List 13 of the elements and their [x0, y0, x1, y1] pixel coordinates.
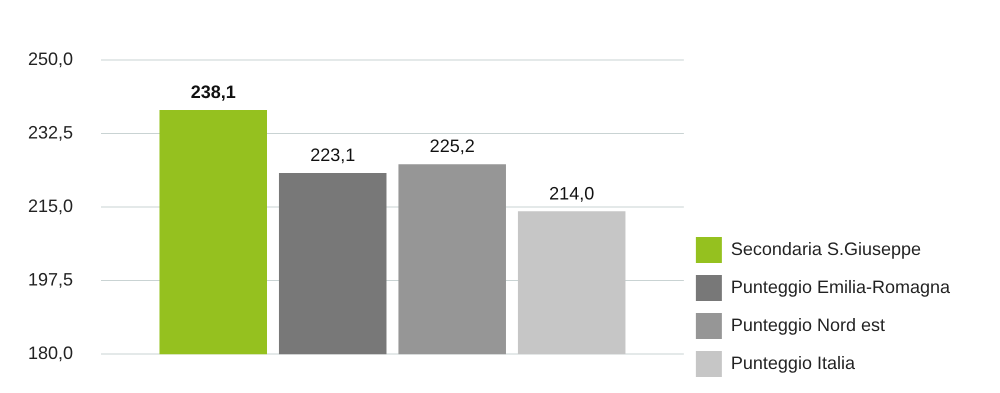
legend-label: Punteggio Emilia-Romagna: [730, 276, 951, 297]
y-tick-label: 180,0: [28, 343, 74, 364]
legend-label: Punteggio Nord est: [730, 314, 885, 335]
data-label: 214,0: [549, 183, 594, 204]
data-label: 238,1: [190, 82, 236, 102]
y-tick-label: 232,5: [28, 122, 74, 143]
legend-label: Secondaria S.Giuseppe: [730, 238, 922, 259]
y-tick-label: 250,0: [28, 48, 74, 69]
data-label: 225,2: [430, 136, 475, 156]
data-label: 223,1: [310, 145, 356, 166]
y-tick-label: 215,0: [28, 196, 74, 216]
legend-label: Punteggio Italia: [730, 352, 856, 373]
y-tick-label: 197,5: [28, 270, 74, 290]
